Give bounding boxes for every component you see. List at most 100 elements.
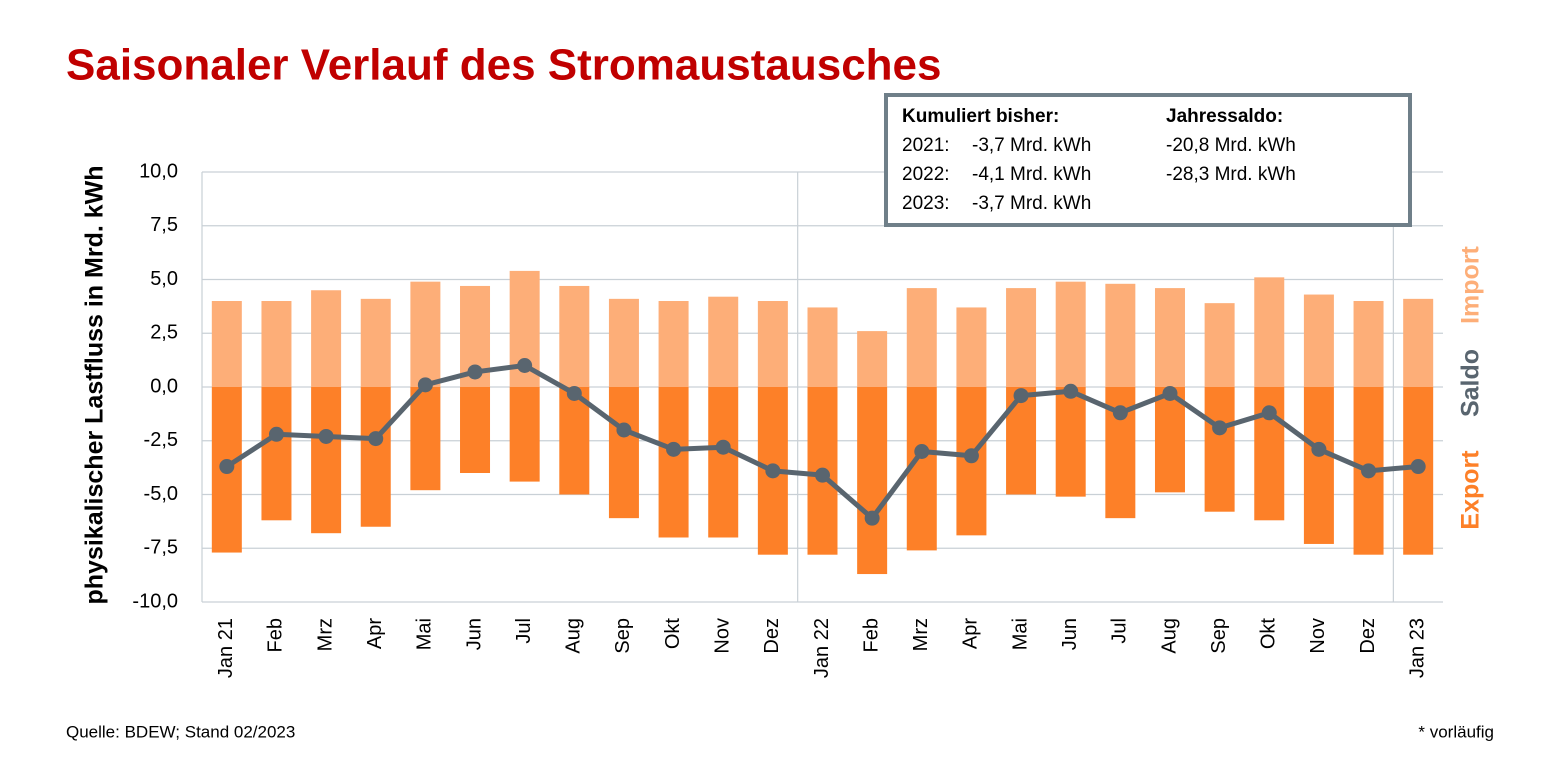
bar bbox=[261, 301, 292, 387]
line-marker bbox=[1162, 385, 1178, 401]
line-marker bbox=[1361, 463, 1377, 479]
bar bbox=[658, 301, 689, 387]
info-cell: -3,7 Mrd. kWh bbox=[972, 193, 1091, 214]
line-marker bbox=[963, 448, 979, 464]
bar bbox=[608, 387, 639, 519]
bar bbox=[1006, 387, 1037, 495]
y-tick-label: -10,0 bbox=[132, 590, 178, 612]
line-marker bbox=[417, 377, 433, 393]
line-marker bbox=[566, 385, 582, 401]
bar bbox=[1204, 303, 1235, 387]
info-cell: 2023: bbox=[902, 193, 950, 214]
bar bbox=[1254, 277, 1285, 387]
line-marker bbox=[864, 510, 880, 526]
x-tick-label: Mrz bbox=[910, 618, 932, 651]
bar bbox=[1006, 288, 1037, 387]
bar bbox=[360, 387, 391, 527]
x-tick-label: Jul bbox=[513, 618, 535, 644]
x-tick-label: Jan 21 bbox=[215, 618, 237, 678]
x-tick-label: Jan 22 bbox=[811, 618, 833, 678]
y-tick-label: 10,0 bbox=[139, 160, 178, 182]
x-tick-label: Nov bbox=[712, 618, 734, 654]
line-marker bbox=[616, 422, 632, 438]
bar bbox=[1154, 288, 1185, 387]
y-tick-label: 2,5 bbox=[150, 322, 178, 344]
bar bbox=[410, 387, 441, 491]
bar bbox=[857, 331, 888, 387]
bar bbox=[211, 301, 242, 387]
y-tick-label: -5,0 bbox=[144, 483, 178, 505]
info-cell: -3,7 Mrd. kWh bbox=[972, 135, 1091, 156]
x-tick-label: Feb bbox=[860, 618, 882, 652]
y-tick-label: 7,5 bbox=[150, 214, 178, 236]
x-tick-label: Dez bbox=[1357, 618, 1379, 654]
bar bbox=[807, 307, 838, 387]
y-tick-label: 0,0 bbox=[150, 375, 178, 397]
bar bbox=[460, 387, 491, 473]
y-tick-label: -2,5 bbox=[144, 429, 178, 451]
x-tick-label: Sep bbox=[1208, 618, 1230, 654]
x-tick-label: Mrz bbox=[314, 618, 336, 651]
bar bbox=[410, 281, 441, 387]
bar bbox=[261, 387, 292, 521]
x-tick-label: Jun bbox=[1059, 618, 1081, 650]
bar bbox=[1204, 387, 1235, 512]
bar bbox=[311, 387, 342, 534]
bar bbox=[559, 387, 590, 495]
bar bbox=[1154, 387, 1185, 493]
x-tick-label: Feb bbox=[265, 618, 287, 652]
note: * vorläufig bbox=[1418, 722, 1494, 741]
line-marker bbox=[1212, 420, 1228, 436]
x-tick-label: Okt bbox=[1258, 618, 1280, 650]
bar bbox=[509, 387, 540, 482]
info-cell: -20,8 Mrd. kWh bbox=[1166, 135, 1296, 156]
y-tick-label: 5,0 bbox=[150, 268, 178, 290]
legend-label: Import bbox=[1457, 245, 1485, 323]
legend-label: Export bbox=[1457, 450, 1485, 530]
bar bbox=[1303, 294, 1334, 387]
line-marker bbox=[219, 459, 235, 475]
bar bbox=[757, 301, 788, 387]
info-header: Jahressaldo: bbox=[1166, 106, 1283, 127]
line-marker bbox=[517, 358, 533, 373]
bar bbox=[608, 298, 639, 387]
bar bbox=[360, 298, 391, 387]
line-marker bbox=[666, 441, 682, 457]
legend-label: Saldo bbox=[1457, 349, 1485, 417]
line-marker bbox=[268, 426, 284, 442]
bar bbox=[1353, 301, 1384, 387]
x-tick-label: Aug bbox=[563, 618, 585, 654]
bar bbox=[559, 285, 590, 387]
line-marker bbox=[765, 463, 781, 479]
line-marker bbox=[1063, 383, 1079, 399]
info-box bbox=[884, 93, 1412, 227]
x-tick-label: Apr bbox=[364, 618, 386, 649]
info-cell: -4,1 Mrd. kWh bbox=[972, 164, 1091, 185]
line-marker bbox=[318, 428, 334, 444]
x-tick-label: Mai bbox=[1009, 618, 1031, 650]
bar bbox=[906, 288, 937, 387]
bar bbox=[857, 387, 888, 575]
line-marker bbox=[1013, 388, 1029, 404]
x-tick-label: Jul bbox=[1109, 618, 1131, 644]
bar bbox=[1055, 387, 1086, 497]
y-axis-label: physikalischer Lastfluss in Mrd. kWh bbox=[81, 165, 109, 604]
line-marker bbox=[1261, 405, 1277, 421]
bar bbox=[1055, 281, 1086, 387]
line-marker bbox=[1311, 441, 1327, 457]
line-marker bbox=[467, 364, 483, 380]
x-tick-label: Okt bbox=[662, 618, 684, 650]
info-cell: -28,3 Mrd. kWh bbox=[1166, 164, 1296, 185]
bar bbox=[1105, 283, 1136, 387]
x-tick-label: Jan 23 bbox=[1406, 618, 1428, 678]
x-tick-label: Sep bbox=[612, 618, 634, 654]
x-tick-label: Mai bbox=[414, 618, 436, 650]
bar bbox=[708, 387, 739, 538]
source: Quelle: BDEW; Stand 02/2023 bbox=[66, 722, 295, 741]
info-cell: 2022: bbox=[902, 164, 950, 185]
bar bbox=[956, 307, 987, 387]
bar bbox=[1303, 387, 1334, 544]
line-marker bbox=[1112, 405, 1128, 421]
line-marker bbox=[815, 467, 830, 483]
